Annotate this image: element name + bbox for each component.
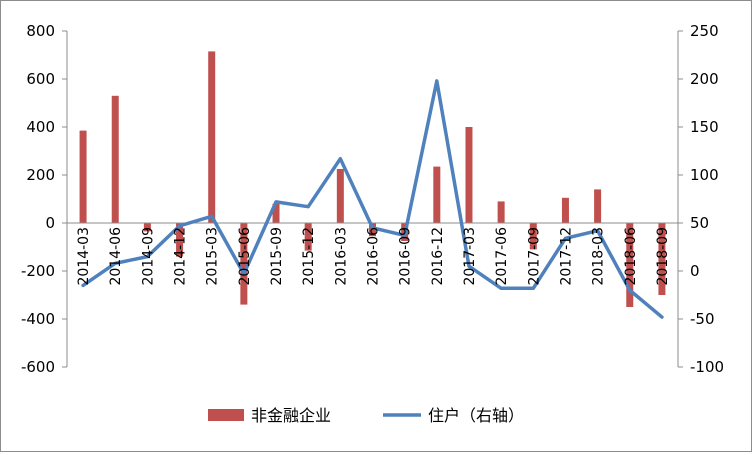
category-label: 2017-06 xyxy=(494,227,510,286)
category-label: 2014-09 xyxy=(140,227,156,286)
legend: 非金融企业 住户（右轴） xyxy=(208,406,524,425)
bar-2015-03 xyxy=(208,51,216,224)
right-tick-label: -50 xyxy=(690,310,715,328)
category-label: 2016-12 xyxy=(430,227,446,286)
bar-2017-06 xyxy=(497,201,505,223)
category-label: 2014-12 xyxy=(173,227,189,286)
line-series xyxy=(81,79,664,319)
bar-2016-06 xyxy=(369,223,376,237)
right-axis-ticks: 250 200 150 100 50 0 -50 -100 xyxy=(678,22,724,376)
left-axis-ticks: 800 600 400 200 0 -200 -400 -600 xyxy=(21,22,67,376)
right-tick-label: 150 xyxy=(690,118,719,136)
category-label: 2016-09 xyxy=(398,227,414,286)
bar-2014-09 xyxy=(143,223,151,232)
left-tick-label: -600 xyxy=(21,358,55,376)
legend-swatch-bar xyxy=(208,409,244,421)
left-tick-label: -200 xyxy=(21,262,55,280)
category-label: 2017-09 xyxy=(526,227,542,286)
legend-label-bar: 非金融企业 xyxy=(251,406,331,425)
category-labels: 2014-03 2014-06 2014-09 2014-12 2015-03 2015-… xyxy=(76,227,671,286)
category-label: 2015-06 xyxy=(237,227,253,286)
category-label: 2017-03 xyxy=(462,227,478,286)
bar-2014-06 xyxy=(111,95,119,223)
left-tick-label: 600 xyxy=(26,70,55,88)
axes xyxy=(66,31,679,367)
category-label: 2014-03 xyxy=(76,227,92,286)
bar-2016-12 xyxy=(433,166,441,223)
category-label: 2018-03 xyxy=(591,227,607,286)
bar-2015-12 xyxy=(304,223,312,251)
bar-2014-03 xyxy=(79,130,87,223)
left-tick-label: 0 xyxy=(45,214,55,232)
bar-2017-03 xyxy=(465,127,473,223)
category-label: 2015-09 xyxy=(269,227,285,286)
bar-2018-09 xyxy=(658,223,666,295)
right-tick-label: 250 xyxy=(690,22,719,40)
bar-2017-09 xyxy=(529,223,537,250)
category-label: 2018-09 xyxy=(655,227,671,286)
left-tick-label: 800 xyxy=(26,22,55,40)
category-label: 2016-03 xyxy=(333,227,349,286)
right-tick-label: 0 xyxy=(690,262,700,280)
right-tick-label: -100 xyxy=(690,358,724,376)
legend-label-line: 住户（右轴） xyxy=(428,406,524,425)
category-label: 2017-12 xyxy=(558,227,574,286)
bar-2017-12 xyxy=(561,197,569,223)
bar-2015-09 xyxy=(272,203,280,223)
category-label: 2014-06 xyxy=(108,227,124,286)
left-tick-label: 200 xyxy=(26,166,55,184)
category-label: 2015-03 xyxy=(205,227,221,286)
bar-series xyxy=(79,51,666,307)
right-tick-label: 200 xyxy=(690,70,719,88)
bar-2018-03 xyxy=(594,189,602,223)
bar-2018-06 xyxy=(626,223,634,307)
category-label: 2016-06 xyxy=(366,227,382,286)
category-label: 2015-12 xyxy=(301,227,317,286)
category-label: 2018-06 xyxy=(623,227,639,286)
left-tick-label: 400 xyxy=(26,118,55,136)
left-tick-label: -400 xyxy=(21,310,55,328)
bar-2016-03 xyxy=(336,169,344,223)
line-住户（右轴） xyxy=(81,79,664,319)
right-tick-label: 50 xyxy=(690,214,709,232)
right-tick-label: 100 xyxy=(690,166,719,184)
bar-2014-12 xyxy=(176,223,184,257)
bar-2015-06 xyxy=(240,223,248,305)
